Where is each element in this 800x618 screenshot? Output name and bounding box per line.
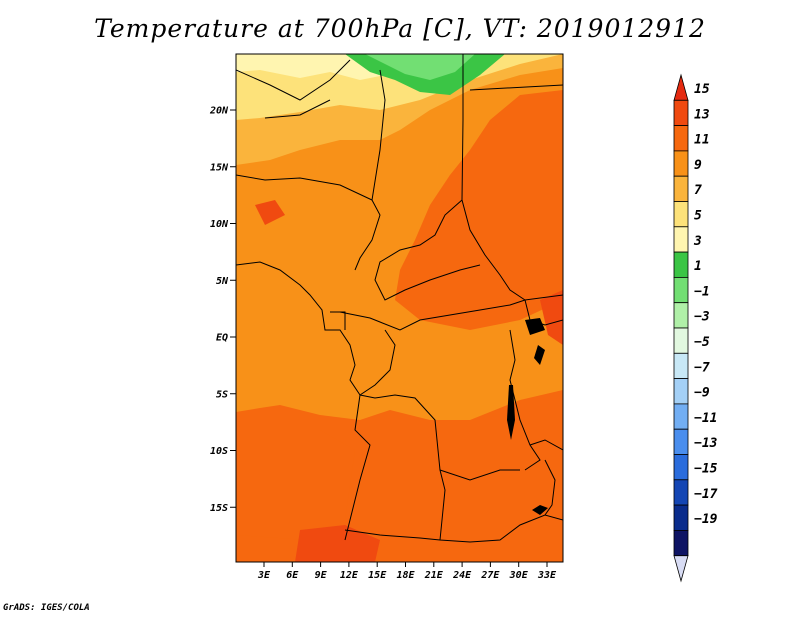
band-13-15-west: [255, 200, 285, 225]
band-minus1-1: [365, 54, 475, 80]
lon-tick-label: 21E: [424, 570, 444, 581]
colorbar-segment: [673, 125, 689, 152]
lon-tick-label: 30E: [509, 570, 529, 581]
country-borders: [236, 54, 563, 543]
colorbar-segment: [673, 201, 689, 228]
colorbar-segment: [673, 150, 689, 177]
lat-tick-label: 15N: [210, 162, 229, 173]
colorbar-segment: [673, 454, 689, 481]
colorbar-segment: [673, 352, 689, 379]
colorbar-top-arrow: [673, 73, 689, 101]
colorbar-label: −7: [694, 360, 710, 375]
lon-tick-label: 9E: [315, 570, 328, 581]
colorbar-segment: [673, 327, 689, 354]
colorbar-label: 9: [694, 158, 702, 173]
colorbar-segment: [673, 302, 689, 329]
colorbar-label: 11: [694, 133, 710, 148]
colorbar-segment: [673, 251, 689, 278]
lakes: [507, 318, 548, 515]
colorbar-segment: [673, 226, 689, 253]
lat-tick-label: 5S: [216, 389, 228, 400]
colorbar-label: −3: [694, 310, 710, 325]
colorbar-segment: [673, 175, 689, 202]
colorbar-label: −13: [694, 436, 718, 451]
lat-tick-label: 10S: [210, 446, 228, 457]
colorbar-label: 5: [694, 209, 702, 224]
map-axes: 20N 15N 10N 5N EQ 5S 10S 15S 3E 6E 9E 12E 15E 18E 21E 2…: [209, 106, 557, 582]
lat-tick-label: EQ: [216, 333, 228, 344]
map-frame: [235, 53, 564, 563]
temperature-field: [236, 54, 563, 562]
chart-title: Temperature at 700hPa [C], VT: 201901291…: [94, 14, 706, 43]
band-11-13-south: [236, 430, 355, 540]
colorbar: 15 13 11 9 7 5 3 1 −1 −3 −5 −7 −9 −11 −13 −15 −17 −19: [673, 73, 718, 583]
lon-tick-label: 15E: [368, 570, 387, 581]
colorbar-label: 13: [694, 107, 710, 122]
colorbar-segment: [673, 530, 689, 557]
colorbar-segment: [673, 403, 689, 430]
colorbar-label: −9: [694, 386, 710, 401]
colorbar-label: −11: [694, 411, 717, 426]
colorbar-segment: [673, 378, 689, 405]
lon-tick-label: 12E: [340, 570, 359, 581]
lat-tick-label: 10N: [210, 219, 229, 230]
colorbar-segment: [673, 276, 689, 304]
colorbar-label: 15: [694, 82, 710, 97]
colorbar-label: 7: [694, 183, 702, 198]
colorbar-segment: [673, 504, 689, 531]
grads-credit: GrADS: IGES/COLA: [3, 603, 90, 613]
colorbar-bottom-arrow: [673, 555, 689, 583]
lon-tick-label: 3E: [257, 570, 271, 581]
lon-tick-label: 33E: [537, 570, 557, 581]
colorbar-segment: [673, 479, 689, 506]
colorbar-label: 3: [693, 234, 702, 249]
colorbar-label: −17: [694, 487, 718, 502]
lat-tick-label: 20N: [209, 106, 229, 117]
colorbar-label: −1: [694, 284, 710, 299]
lon-tick-label: 27E: [480, 570, 500, 581]
lon-tick-label: 24E: [452, 570, 472, 581]
lat-tick-label: 5N: [216, 276, 229, 287]
colorbar-label: −15: [694, 462, 718, 477]
colorbar-label: 1: [694, 259, 702, 274]
band-13-15: [295, 525, 380, 562]
colorbar-segment: [673, 99, 689, 127]
lon-tick-label: 18E: [396, 570, 415, 581]
lat-tick-label: 15S: [210, 503, 228, 514]
band-13-15-east: [540, 290, 563, 345]
colorbar-segment: [673, 428, 689, 455]
colorbar-label: −5: [694, 335, 710, 350]
lon-tick-label: 6E: [286, 570, 299, 581]
colorbar-label: −19: [694, 512, 718, 527]
